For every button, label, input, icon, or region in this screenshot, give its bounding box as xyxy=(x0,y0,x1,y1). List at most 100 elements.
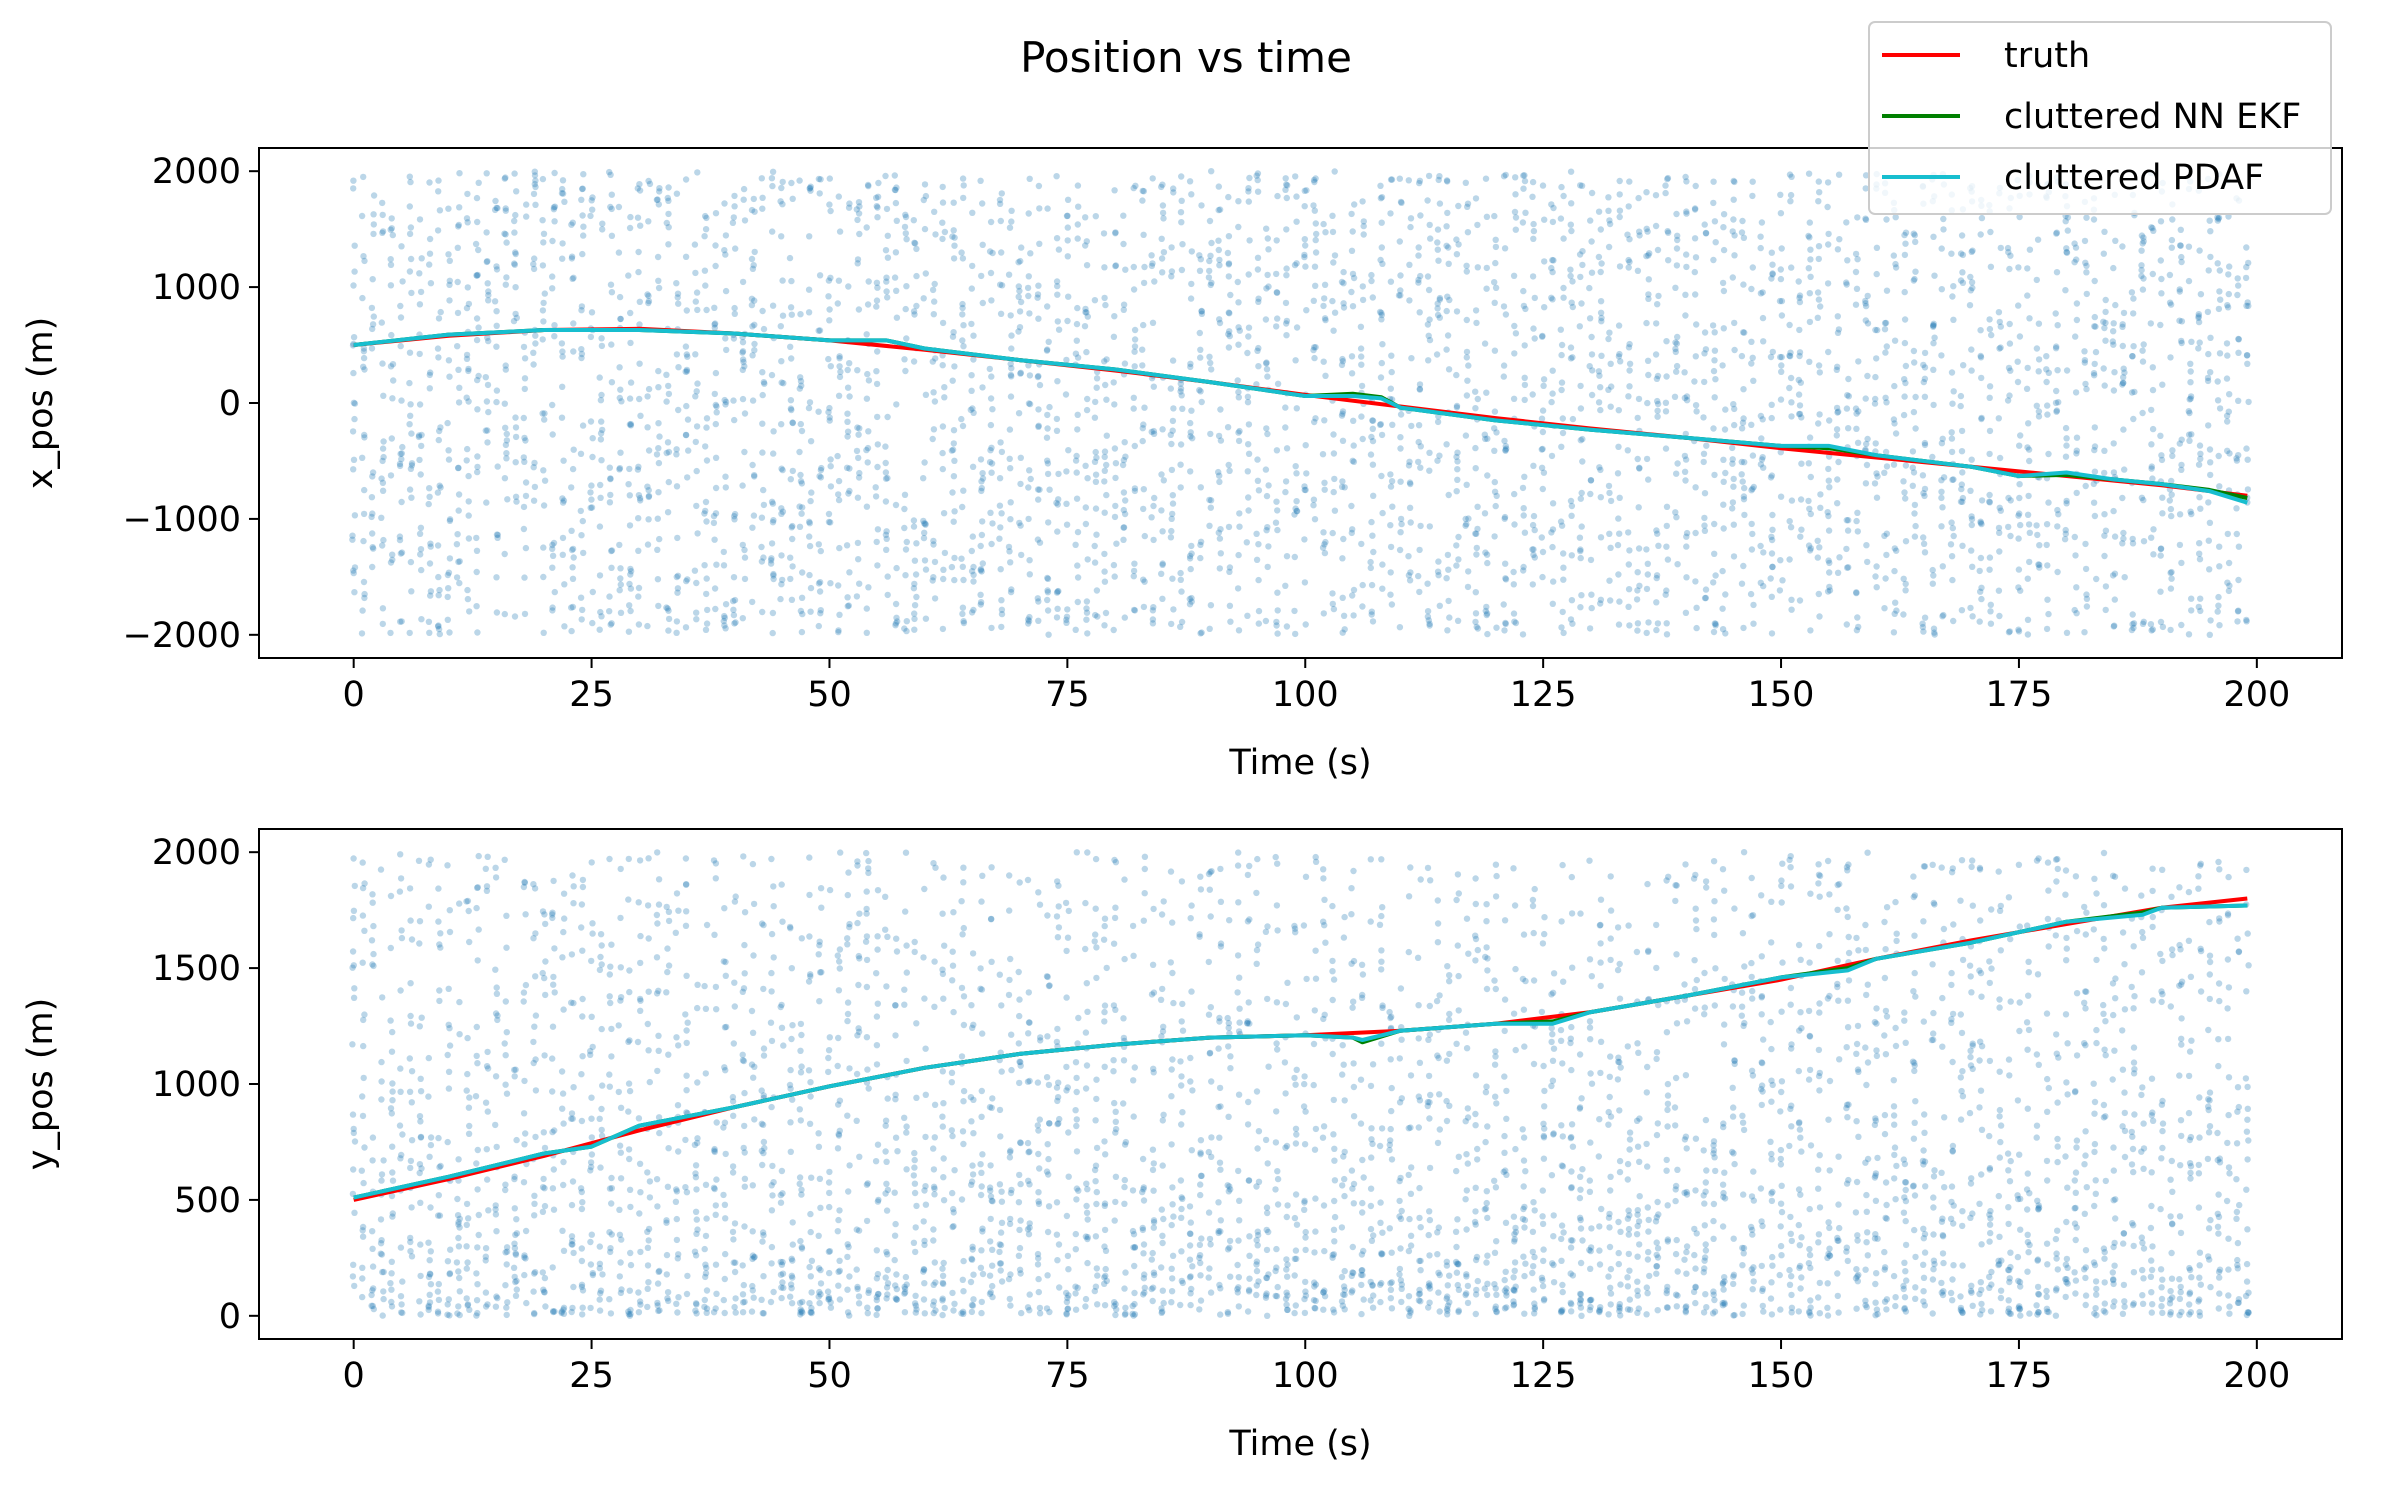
clutter-point xyxy=(542,991,549,999)
clutter-point xyxy=(768,1260,775,1267)
clutter-point xyxy=(856,580,863,587)
clutter-point xyxy=(635,515,642,522)
clutter-point xyxy=(1435,558,1442,565)
clutter-point xyxy=(399,1131,406,1138)
clutter-point xyxy=(1321,549,1329,557)
clutter-point xyxy=(2225,290,2232,298)
clutter-point xyxy=(843,542,851,549)
clutter-point xyxy=(922,520,929,527)
clutter-point xyxy=(2205,422,2212,429)
clutter-point xyxy=(1424,273,1432,280)
clutter-point xyxy=(1750,601,1757,609)
clutter-point xyxy=(2167,569,2174,577)
clutter-point xyxy=(596,1265,603,1272)
clutter-point xyxy=(1901,251,1909,259)
clutter-point xyxy=(1044,575,1052,582)
clutter-point xyxy=(1436,314,1444,321)
clutter-point xyxy=(1930,366,1937,373)
clutter-point xyxy=(1730,196,1737,203)
clutter-point xyxy=(1568,597,1576,604)
clutter-point xyxy=(1959,279,1967,286)
clutter-point xyxy=(1920,540,1928,547)
clutter-point xyxy=(1853,517,1860,525)
clutter-point xyxy=(1007,360,1014,368)
clutter-point xyxy=(2195,318,2203,326)
clutter-point xyxy=(425,1273,433,1281)
clutter-point xyxy=(550,973,557,981)
clutter-point xyxy=(1654,530,1661,537)
clutter-point xyxy=(349,1111,357,1118)
clutter-point xyxy=(731,516,738,523)
clutter-point xyxy=(389,395,396,402)
clutter-point xyxy=(1996,504,2003,511)
clutter-point xyxy=(2188,338,2195,345)
clutter-point xyxy=(1245,198,1253,205)
clutter-point xyxy=(1063,619,1070,626)
clutter-point xyxy=(369,1134,377,1141)
clutter-point xyxy=(1701,490,1709,497)
clutter-point xyxy=(1673,368,1680,375)
clutter-point xyxy=(767,560,775,567)
clutter-point xyxy=(416,918,424,925)
clutter-point xyxy=(1187,468,1194,475)
clutter-point xyxy=(673,1034,680,1041)
clutter-point xyxy=(693,423,701,430)
clutter-point xyxy=(1693,604,1700,611)
clutter-point xyxy=(361,1144,368,1151)
clutter-point xyxy=(349,948,357,955)
clutter-point xyxy=(694,1004,701,1012)
clutter-point xyxy=(483,499,490,506)
clutter-point xyxy=(1445,566,1452,573)
clutter-point xyxy=(1291,511,1298,518)
clutter-point xyxy=(741,1223,748,1230)
clutter-point xyxy=(1434,239,1441,246)
clutter-point xyxy=(539,969,546,977)
clutter-point xyxy=(408,494,415,501)
clutter-point xyxy=(2007,532,2014,540)
clutter-point xyxy=(1405,177,1413,184)
clutter-point xyxy=(2176,440,2183,447)
clutter-point xyxy=(1244,393,1252,400)
clutter-point xyxy=(1567,272,1574,280)
clutter-point xyxy=(358,212,366,220)
clutter-point xyxy=(350,282,357,289)
clutter-point xyxy=(463,898,470,905)
clutter-point xyxy=(731,1220,739,1227)
clutter-point xyxy=(1521,172,1528,179)
clutter-point xyxy=(1357,323,1365,330)
clutter-point xyxy=(951,234,958,241)
clutter-point xyxy=(712,875,719,882)
clutter-point xyxy=(1349,270,1357,278)
clutter-point xyxy=(521,375,529,382)
clutter-point xyxy=(713,403,720,410)
clutter-point xyxy=(644,393,651,400)
clutter-point xyxy=(710,512,718,520)
clutter-point xyxy=(2157,588,2164,595)
clutter-point xyxy=(549,564,556,571)
clutter-point xyxy=(2007,367,2014,374)
clutter-point xyxy=(721,1275,728,1283)
clutter-point xyxy=(359,1275,366,1282)
clutter-point xyxy=(777,595,784,603)
clutter-point xyxy=(884,474,891,482)
clutter-point xyxy=(559,185,566,193)
clutter-point xyxy=(351,415,358,423)
clutter-point xyxy=(883,546,890,553)
clutter-point xyxy=(959,604,967,611)
clutter-point xyxy=(2244,456,2251,463)
clutter-point xyxy=(1844,257,1851,264)
clutter-point xyxy=(949,377,956,384)
clutter-point xyxy=(872,493,880,500)
clutter-point xyxy=(1787,524,1795,531)
clutter-point xyxy=(931,208,938,215)
clutter-point xyxy=(1672,284,1679,291)
clutter-point xyxy=(1379,341,1386,348)
clutter-point xyxy=(522,981,530,989)
clutter-point xyxy=(1054,282,1061,290)
clutter-point xyxy=(673,573,680,581)
clutter-point xyxy=(541,410,548,417)
clutter-point xyxy=(720,1296,727,1304)
clutter-point xyxy=(1245,271,1252,278)
clutter-point xyxy=(654,515,661,522)
clutter-point xyxy=(370,922,377,930)
